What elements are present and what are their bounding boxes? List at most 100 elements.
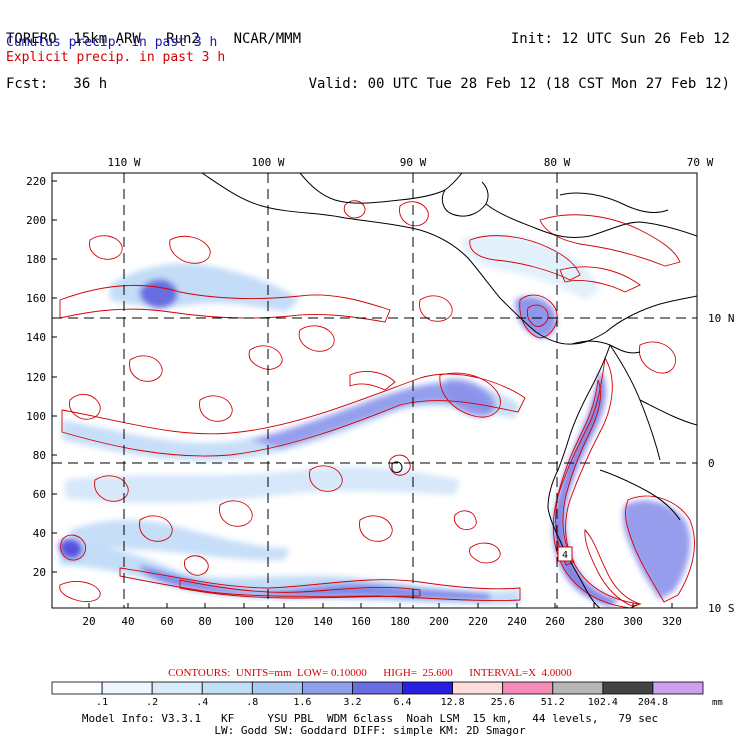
rain-band-andes: [553, 370, 620, 606]
contour-west-3: [169, 236, 211, 264]
y-tick-label: 40: [33, 527, 46, 540]
colorbar-label: .8: [246, 697, 258, 708]
contour-mid-pacific-2: [248, 345, 283, 370]
x-tick-label: 280: [584, 615, 604, 628]
lat-label-10s: 10 S: [708, 602, 735, 615]
x-tick-label: 140: [313, 615, 333, 628]
lat-label-0: 0: [708, 457, 715, 470]
model-info-line2: LW: Godd SW: Goddard DIFF: simple KM: 2D…: [214, 724, 526, 737]
colorbar-label: 6.4: [394, 697, 412, 708]
contour-sw-blob: [60, 534, 86, 561]
colorbar-label: .2: [146, 697, 158, 708]
contour-west-2: [89, 235, 123, 260]
y-tick-label: 100: [26, 410, 46, 423]
lat-label-10n: 10 N: [708, 312, 735, 325]
contour-west-belt: [59, 284, 391, 323]
cumulus-precip-shading: [59, 235, 691, 606]
contour-mid-9: [199, 395, 233, 422]
rain-blob-amazon: [622, 500, 691, 600]
x-tick-label: 200: [429, 615, 449, 628]
rain-band-south-mid: [70, 519, 290, 561]
grid-x-labels: 20 40 60 80 100 120 140 160 180 200 220 …: [82, 615, 682, 628]
lon-label-80w: 80 W: [544, 156, 571, 169]
coastline-colombia-pacific: [557, 344, 611, 471]
rain-light-scatter: [460, 235, 600, 300]
x-tick-label: 300: [623, 615, 643, 628]
rain-band-mid: [65, 466, 460, 503]
contour-peru-coast: [584, 528, 642, 607]
y-tick-label: 120: [26, 371, 46, 384]
header-forecast-hour: Fcst: 36 h: [6, 76, 108, 92]
header-init-time: Init: 12 UTC Sun 26 Feb 12: [510, 31, 730, 47]
rain-band-southern-core: [140, 565, 490, 600]
x-tick-label: 240: [507, 615, 527, 628]
coastline-cuba: [559, 192, 669, 213]
contour-amazon: [625, 495, 695, 603]
contour-west-5: [139, 515, 173, 542]
lon-label-110w: 110 W: [107, 156, 140, 169]
longitude-labels: 110 W 100 W 90 W 80 W 70 W: [107, 156, 713, 169]
contour-equatorial-belt: [61, 373, 526, 457]
contour-mid-7: [219, 500, 253, 527]
lon-label-70w: 70 W: [687, 156, 714, 169]
latitude-labels: 10 N 0 10 S: [708, 312, 735, 615]
contour-mid-6: [309, 465, 343, 492]
axis-ticks: [52, 173, 697, 608]
y-tick-label: 80: [33, 449, 46, 462]
colorbar-label: 12.8: [441, 697, 465, 708]
y-tick-label: 20: [33, 566, 46, 579]
contour-mid-pacific-1: [298, 325, 335, 352]
contour-caribbean-c: [559, 266, 641, 293]
colorbar-label: 3.2: [343, 697, 361, 708]
coastline-yucatan: [441, 181, 489, 217]
x-tick-label: 120: [274, 615, 294, 628]
y-tick-label: 220: [26, 175, 46, 188]
colorbar-label: .1: [96, 697, 108, 708]
y-tick-label: 200: [26, 214, 46, 227]
contour-venezuela: [638, 341, 676, 374]
colorbar-swatch: [502, 681, 554, 695]
contour-gulf-mexico: [343, 200, 366, 219]
colorbar-swatch: [251, 681, 303, 695]
colorbar-swatch: [602, 681, 654, 695]
y-tick-label: 140: [26, 331, 46, 344]
contour-east-pacific-1: [453, 510, 477, 531]
contour-mid-pacific-3: [349, 371, 396, 391]
header-right: Init: 12 UTC Sun 26 Feb 12 Valid: 00 UTC…: [309, 2, 730, 107]
explicit-precip-contours: [59, 200, 695, 608]
header-valid-time: Valid: 00 UTC Tue 28 Feb 12 (18 CST Mon …: [308, 76, 730, 92]
coastline-south-america-north: [605, 295, 697, 333]
coastline-mexico-central-america: [201, 173, 607, 345]
y-tick-label: 160: [26, 292, 46, 305]
rain-blob-southwest: [59, 538, 83, 560]
colorbar-label: 102.4: [588, 697, 618, 708]
colorbar-swatch: [51, 681, 103, 695]
lon-label-100w: 100 W: [251, 156, 284, 169]
explicit-legend: Explicit precip. in past 3 h: [6, 50, 226, 65]
station-marker-box: [557, 546, 573, 562]
y-tick-label: 180: [26, 253, 46, 266]
grid-y-labels: 220 200 180 160 140 120 100 80 60 40 20: [26, 175, 46, 579]
plot-border: [51, 172, 698, 609]
contour-caribbean-a: [469, 235, 581, 281]
contour-southern-belt: [119, 567, 521, 601]
contour-mid-11: [419, 295, 453, 322]
rain-blob-colombia: [444, 378, 496, 417]
header-left: TORERO 15km ARW Run2 NCAR/MMM Fcst: 36 h: [6, 2, 301, 107]
coastline-gulf-mexico: [299, 173, 463, 204]
contours-caption: CONTOURS: UNITS=mm LOW= 0.10000 HIGH= 25…: [168, 667, 572, 679]
colorbar: .1 .2 .4 .8 1.6 3.2 6.4 12.8 25.6 51.2 102.4 204.8: [51, 681, 704, 708]
x-tick-label: 100: [234, 615, 254, 628]
x-tick-label: 260: [545, 615, 565, 628]
colorbar-swatch: [101, 681, 153, 695]
colorbar-swatch: [201, 681, 253, 695]
contour-west-1: [69, 393, 101, 420]
contour-yucatan: [399, 201, 429, 227]
cumulus-legend: Cumulus precip. in past 3 h: [6, 35, 218, 50]
contour-east-pacific-2: [469, 542, 501, 564]
contour-gulf-panama-inner: [526, 304, 549, 327]
colorbar-label: 51.2: [541, 697, 565, 708]
latlon-grid: [52, 173, 697, 608]
colorbar-swatch: [452, 681, 504, 695]
